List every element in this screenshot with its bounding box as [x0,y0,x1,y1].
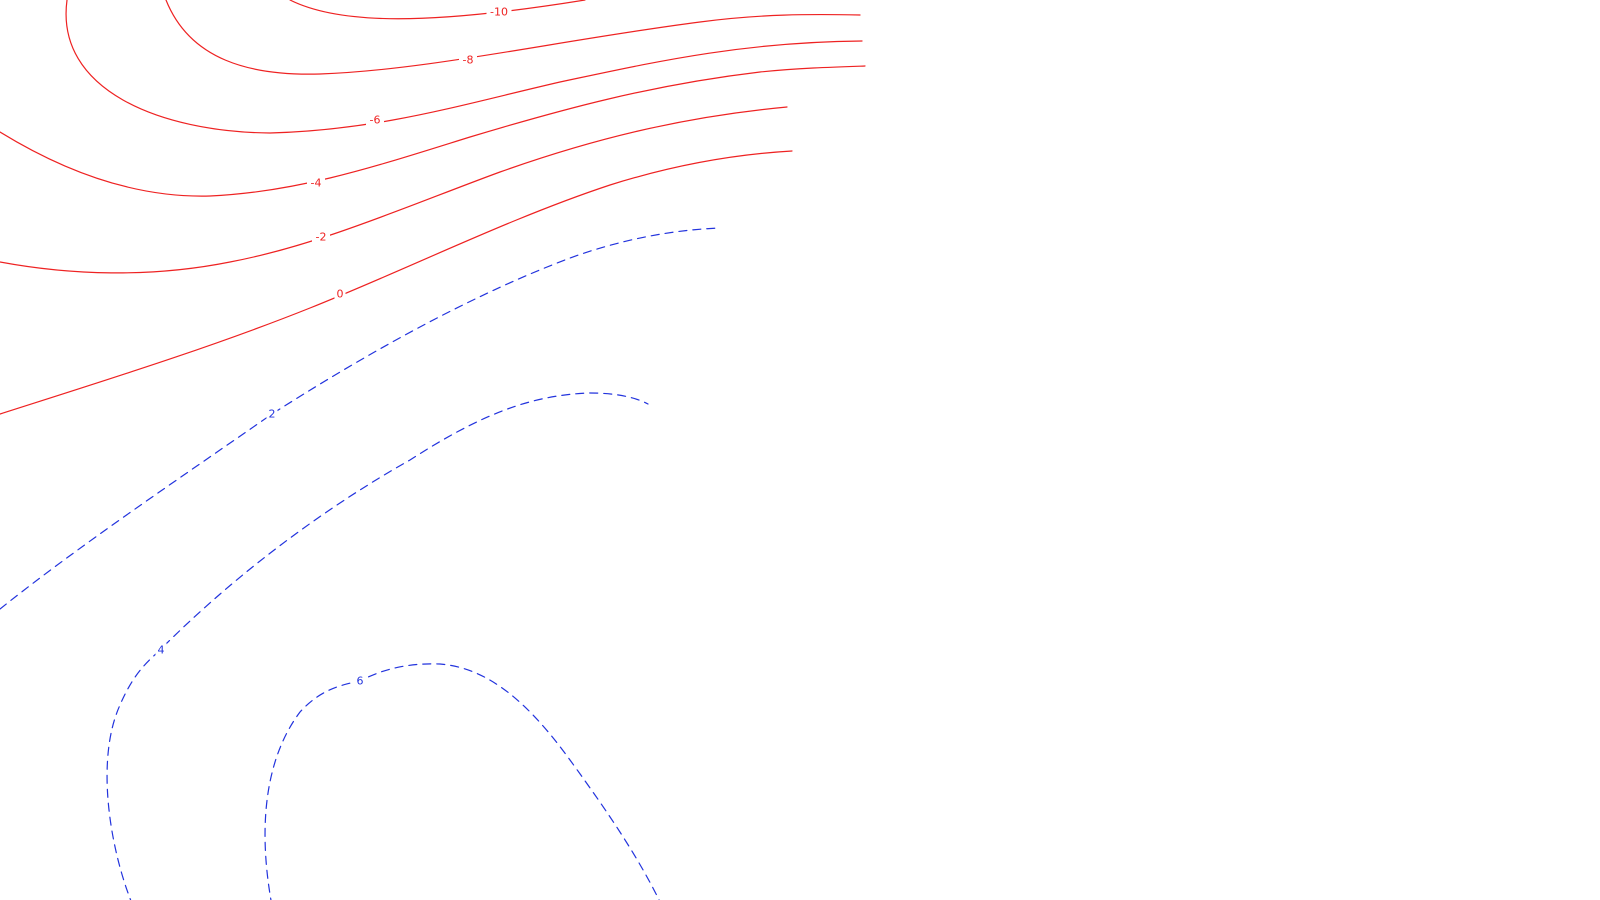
contour-label-neg8: -8 [463,54,474,67]
contour-label-neg2: -2 [316,231,327,244]
contour-label-pos2: 2 [269,408,276,421]
contour-labels-layer: -10 -8 -6 -4 -2 0 2 4 6 [155,5,512,688]
contour-line-neg8 [165,0,861,75]
contour-label-bg-zero [334,287,346,301]
contour-line-pos2 [0,227,721,610]
contour-label-bg-pos6 [354,674,366,688]
contour-line-neg4 [0,65,866,197]
contour-label-neg10: -10 [490,6,508,19]
contour-label-neg4: -4 [311,177,322,190]
contour-label-bg-neg4 [307,176,325,190]
contour-line-zero [0,150,793,415]
contour-label-pos4: 4 [158,644,165,657]
contour-line-neg6 [65,0,863,134]
contour-line-neg10 [289,0,586,20]
contour-label-neg6: -6 [370,114,381,127]
contour-label-zero: 0 [337,288,344,301]
contour-label-bg-pos4 [155,643,167,657]
contour-label-bg-neg6 [366,113,384,127]
contour-label-bg-neg10 [486,5,512,19]
contour-line-pos6 [264,663,660,900]
contour-label-bg-neg2 [312,230,330,244]
contour-label-bg-pos2 [266,407,278,421]
contour-label-bg-neg8 [459,53,477,67]
contour-label-pos6: 6 [357,675,364,688]
contour-line-pos4 [106,392,649,900]
contour-line-neg2 [0,106,788,274]
contour-lines-layer [0,0,866,900]
